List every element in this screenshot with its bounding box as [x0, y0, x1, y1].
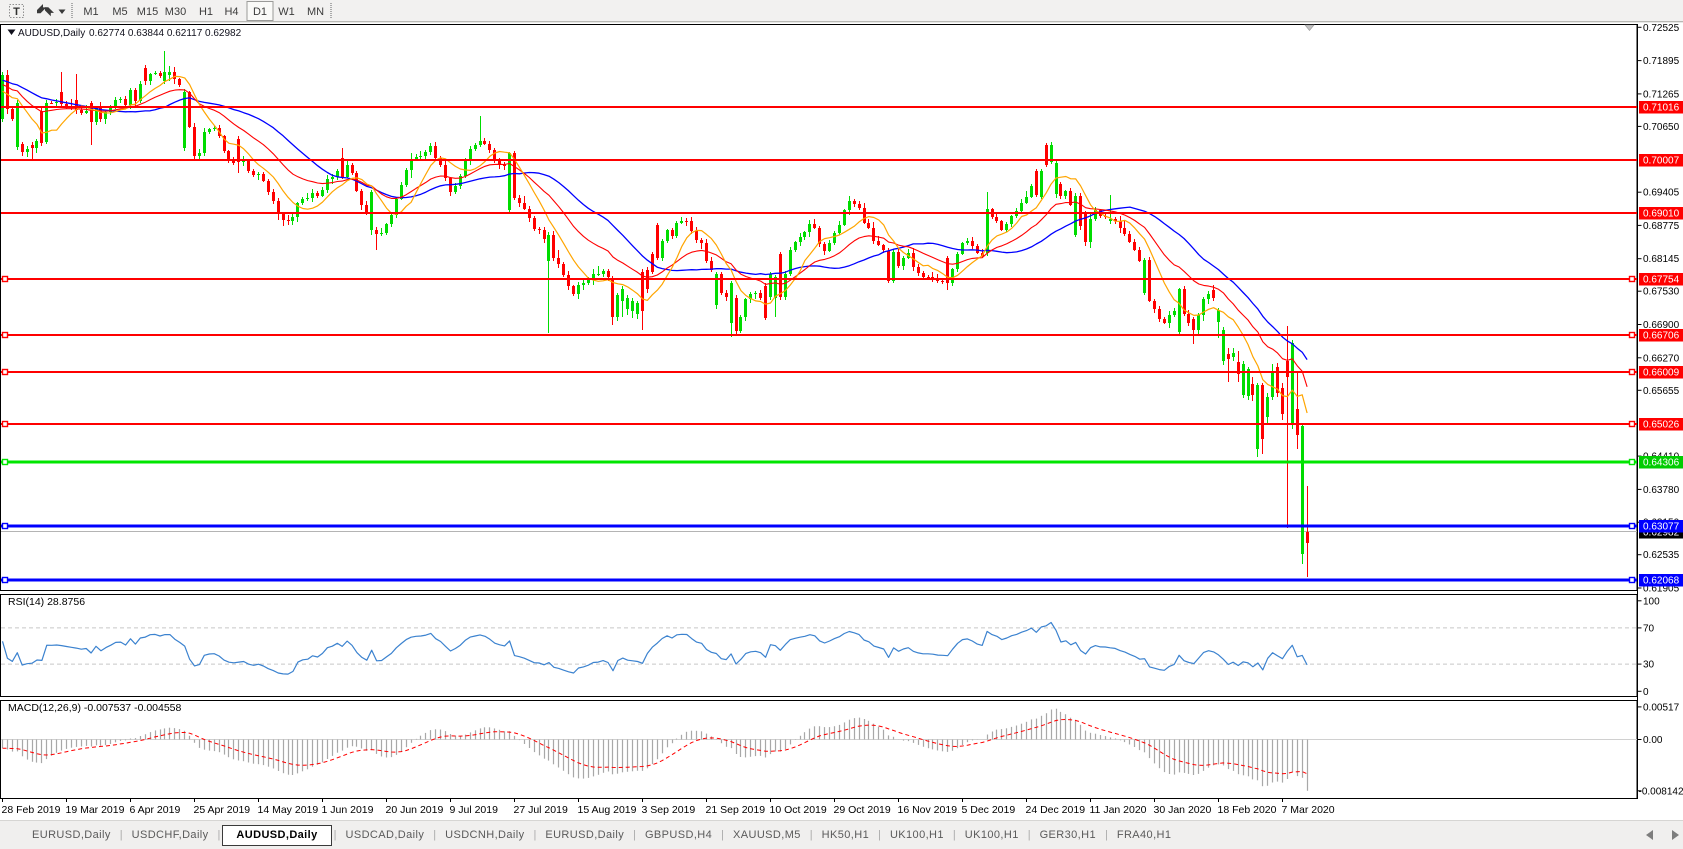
- svg-text:0.68145: 0.68145: [1643, 254, 1680, 265]
- svg-text:0.67754: 0.67754: [1643, 275, 1680, 286]
- svg-text:6 Apr 2019: 6 Apr 2019: [130, 804, 181, 816]
- svg-text:H4: H4: [224, 6, 238, 18]
- svg-text:16 Nov 2019: 16 Nov 2019: [898, 804, 958, 816]
- svg-text:0.66706: 0.66706: [1643, 331, 1680, 342]
- svg-text:MN: MN: [307, 6, 324, 18]
- svg-text:H1: H1: [199, 6, 213, 18]
- svg-text:0.70650: 0.70650: [1643, 122, 1680, 133]
- svg-text:30: 30: [1643, 660, 1655, 671]
- svg-text:28 Feb 2019: 28 Feb 2019: [2, 804, 61, 816]
- svg-text:M5: M5: [112, 6, 127, 18]
- svg-text:27 Jul 2019: 27 Jul 2019: [514, 804, 568, 816]
- svg-text:0.62982: 0.62982: [1643, 528, 1680, 539]
- svg-text:0.66900: 0.66900: [1643, 320, 1680, 331]
- svg-text:-0.008142: -0.008142: [1639, 786, 1683, 797]
- svg-text:9 Jul 2019: 9 Jul 2019: [450, 804, 499, 816]
- svg-text:0.63780: 0.63780: [1643, 485, 1680, 496]
- svg-text:5 Dec 2019: 5 Dec 2019: [962, 804, 1016, 816]
- svg-text:19 Mar 2019: 19 Mar 2019: [66, 804, 125, 816]
- svg-text:0.65655: 0.65655: [1643, 386, 1680, 397]
- svg-text:RSI(14) 28.8756: RSI(14) 28.8756: [8, 596, 85, 608]
- svg-text:30 Jan 2020: 30 Jan 2020: [1154, 804, 1212, 816]
- svg-text:0.71895: 0.71895: [1643, 56, 1680, 67]
- svg-text:0.62774 0.63844 0.62117 0.6298: 0.62774 0.63844 0.62117 0.62982: [89, 28, 242, 39]
- svg-text:0.66270: 0.66270: [1643, 353, 1680, 364]
- svg-text:11 Jan 2020: 11 Jan 2020: [1090, 804, 1147, 816]
- svg-text:70: 70: [1643, 623, 1655, 634]
- svg-text:15 Aug 2019: 15 Aug 2019: [578, 804, 637, 816]
- svg-text:18 Feb 2020: 18 Feb 2020: [1218, 804, 1277, 816]
- svg-text:0.69010: 0.69010: [1643, 209, 1680, 220]
- svg-text:0.69405: 0.69405: [1643, 188, 1680, 199]
- svg-text:14 May 2019: 14 May 2019: [258, 804, 319, 816]
- svg-text:T: T: [13, 6, 20, 18]
- svg-text:29 Oct 2019: 29 Oct 2019: [834, 804, 891, 816]
- svg-text:100: 100: [1643, 596, 1660, 607]
- svg-text:0.64306: 0.64306: [1643, 458, 1680, 469]
- svg-text:21 Sep 2019: 21 Sep 2019: [706, 804, 766, 816]
- svg-text:0.66009: 0.66009: [1643, 368, 1680, 379]
- svg-text:0.68775: 0.68775: [1643, 221, 1680, 232]
- svg-text:M1: M1: [83, 6, 98, 18]
- svg-text:M30: M30: [165, 6, 186, 18]
- svg-text:AUDUSD,Daily: AUDUSD,Daily: [18, 28, 85, 39]
- svg-text:MACD(12,26,9) -0.007537 -0.004: MACD(12,26,9) -0.007537 -0.004558: [8, 702, 182, 714]
- svg-text:0.71016: 0.71016: [1643, 103, 1680, 114]
- svg-text:0: 0: [1643, 687, 1649, 698]
- svg-text:25 Apr 2019: 25 Apr 2019: [194, 804, 251, 816]
- svg-text:0.00: 0.00: [1643, 735, 1663, 746]
- svg-text:0.70007: 0.70007: [1643, 156, 1680, 167]
- svg-text:7 Mar 2020: 7 Mar 2020: [1282, 804, 1335, 816]
- svg-text:20 Jun 2019: 20 Jun 2019: [386, 804, 444, 816]
- svg-text:0.67530: 0.67530: [1643, 287, 1680, 298]
- svg-text:D1: D1: [253, 6, 267, 18]
- svg-text:M15: M15: [137, 6, 158, 18]
- svg-text:0.61905: 0.61905: [1643, 584, 1680, 595]
- svg-text:3 Sep 2019: 3 Sep 2019: [642, 804, 696, 816]
- svg-text:0.63077: 0.63077: [1643, 522, 1680, 533]
- svg-text:W1: W1: [278, 6, 295, 18]
- svg-text:0.65026: 0.65026: [1643, 420, 1680, 431]
- svg-text:0.72525: 0.72525: [1643, 23, 1680, 34]
- svg-text:0.00517: 0.00517: [1643, 702, 1680, 713]
- svg-text:24 Dec 2019: 24 Dec 2019: [1026, 804, 1086, 816]
- svg-text:10 Oct 2019: 10 Oct 2019: [770, 804, 827, 816]
- svg-text:0.62535: 0.62535: [1643, 550, 1680, 561]
- svg-text:0.62068: 0.62068: [1643, 576, 1680, 587]
- svg-text:0.71265: 0.71265: [1643, 89, 1680, 100]
- svg-text:1 Jun 2019: 1 Jun 2019: [322, 804, 374, 816]
